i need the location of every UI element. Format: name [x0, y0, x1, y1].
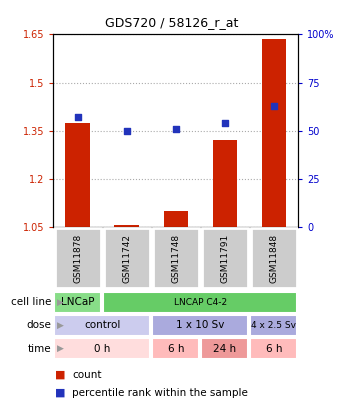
Text: GSM11791: GSM11791 — [220, 234, 229, 283]
Text: ■: ■ — [55, 370, 66, 380]
Text: 1 x 10 Sv: 1 x 10 Sv — [176, 320, 225, 330]
Text: control: control — [84, 320, 120, 330]
Bar — [152, 338, 199, 359]
Bar — [250, 315, 297, 336]
Text: GSM11848: GSM11848 — [269, 234, 279, 283]
Text: LNCAP C4-2: LNCAP C4-2 — [174, 298, 227, 307]
Bar — [54, 292, 101, 313]
Bar — [153, 228, 199, 288]
Bar — [104, 228, 150, 288]
Text: ▶: ▶ — [57, 298, 63, 307]
Point — [173, 126, 179, 132]
Text: 6 h: 6 h — [265, 343, 282, 354]
Bar — [213, 140, 237, 227]
Text: 24 h: 24 h — [213, 343, 236, 354]
Bar — [152, 315, 248, 336]
Bar — [250, 338, 297, 359]
Bar — [164, 211, 188, 227]
Text: percentile rank within the sample: percentile rank within the sample — [72, 388, 248, 398]
Bar — [202, 228, 248, 288]
Text: 4 x 2.5 Sv: 4 x 2.5 Sv — [251, 321, 296, 330]
Text: count: count — [72, 370, 102, 380]
Bar — [115, 224, 139, 227]
Bar — [55, 228, 101, 288]
Text: GSM11878: GSM11878 — [73, 234, 82, 283]
Text: GSM11742: GSM11742 — [122, 234, 131, 283]
Bar — [103, 292, 297, 313]
Text: LNCaP: LNCaP — [61, 297, 94, 307]
Text: 6 h: 6 h — [167, 343, 184, 354]
Bar — [54, 338, 150, 359]
Point — [222, 120, 228, 126]
Text: time: time — [28, 343, 51, 354]
Bar — [66, 123, 90, 227]
Text: ▶: ▶ — [57, 344, 63, 353]
Point — [124, 127, 130, 134]
Bar — [201, 338, 248, 359]
Bar — [251, 228, 297, 288]
Text: cell line: cell line — [11, 297, 51, 307]
Point — [75, 114, 81, 120]
Text: ■: ■ — [55, 388, 66, 398]
Bar — [54, 315, 150, 336]
Text: dose: dose — [26, 320, 51, 330]
Point — [271, 102, 277, 109]
Bar — [262, 39, 286, 227]
Text: GSM11748: GSM11748 — [171, 234, 180, 283]
Text: GDS720 / 58126_r_at: GDS720 / 58126_r_at — [105, 16, 238, 29]
Text: ▶: ▶ — [57, 321, 63, 330]
Text: 0 h: 0 h — [94, 343, 110, 354]
